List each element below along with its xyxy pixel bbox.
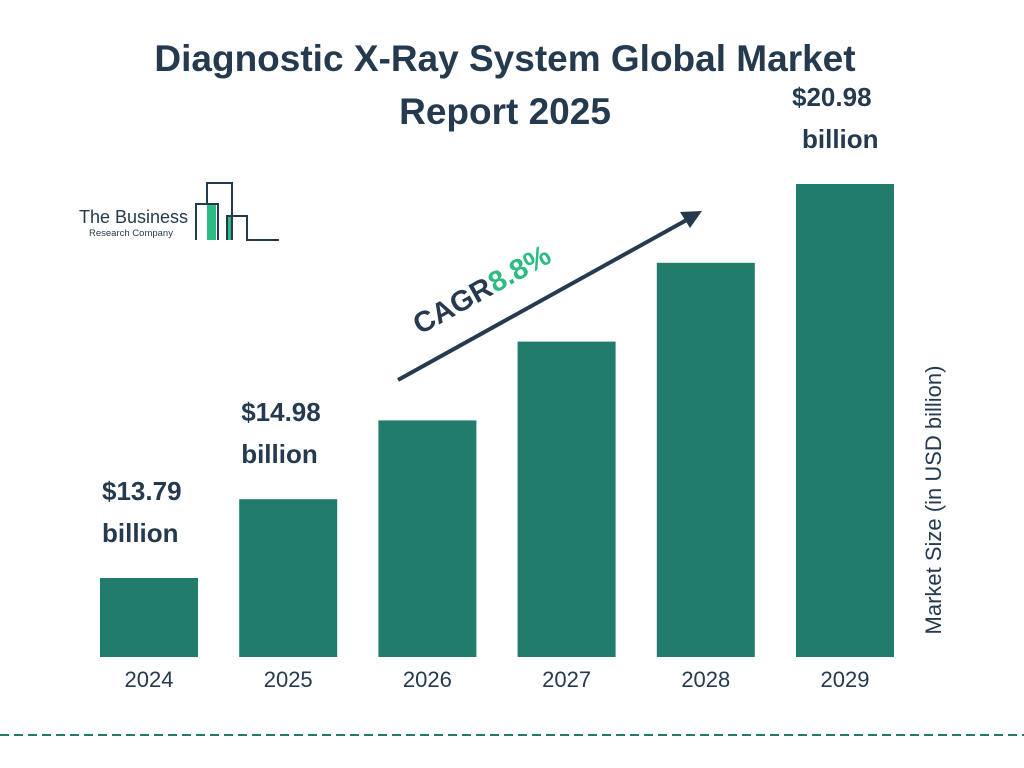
data-label: billion [102, 518, 179, 548]
cagr-arrow [397, 215, 693, 382]
x-tick-label: 2029 [821, 667, 870, 692]
data-label: billion [241, 439, 318, 469]
bar-2026 [378, 420, 477, 657]
bar-2027 [517, 341, 616, 657]
bar-2025 [239, 499, 338, 657]
data-label: $14.98 [241, 397, 321, 427]
cagr-annotation: CAGR 8.8% [408, 239, 557, 341]
logo-line2: Research Company [89, 228, 173, 239]
logo-line1: The Business [79, 207, 188, 227]
x-tick-label: 2024 [125, 667, 174, 692]
x-tick-label: 2026 [403, 667, 452, 692]
bar-2024 [100, 578, 198, 657]
x-tick-label: 2027 [542, 667, 591, 692]
cagr-value: 8.8% [483, 239, 557, 299]
x-tick-label: 2028 [681, 667, 730, 692]
logo: The Business Research Company [79, 182, 279, 241]
y-axis-label: Market Size (in USD billion) [921, 366, 946, 635]
bar-2028 [656, 262, 755, 657]
data-label: $20.98 [792, 82, 872, 112]
cagr-arrowhead [680, 211, 702, 228]
x-tick-label: 2025 [264, 667, 313, 692]
bar-2029 [796, 184, 894, 657]
data-label: $13.79 [102, 476, 182, 506]
chart-title: Diagnostic X-Ray System Global Market Re… [154, 38, 856, 132]
data-label: billion [802, 124, 879, 154]
